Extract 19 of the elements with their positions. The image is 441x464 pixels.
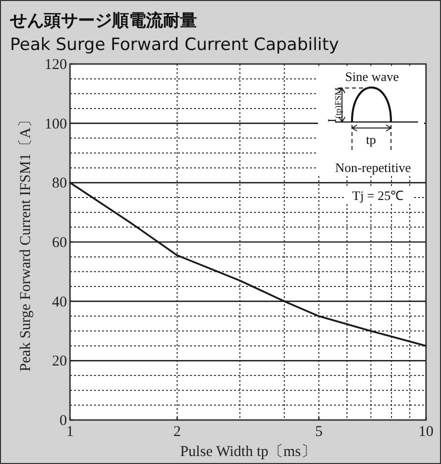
annotation: Sine wave xyxy=(345,69,400,84)
annotation: Non-repetitive xyxy=(335,160,412,175)
y-tick-label: 120 xyxy=(44,57,67,73)
x-tick-label: 1 xyxy=(66,424,74,440)
y-tick-label: 60 xyxy=(52,235,67,251)
y-tick-label: 20 xyxy=(52,354,67,370)
y-tick-label: 0 xyxy=(60,413,67,429)
x-tick-label: 2 xyxy=(173,424,181,440)
y-axis-title: Peak Surge Forward Current IFSM1〔A〕 xyxy=(17,112,34,372)
x-tick-label: 5 xyxy=(315,424,323,440)
y-tick-label: 40 xyxy=(52,294,67,310)
x-tick-label: 10 xyxy=(418,424,434,440)
chart-title: せん頭サージ順電流耐量 xyxy=(9,11,197,31)
x-axis-title: Pulse Width tp〔ms〕 xyxy=(180,443,316,460)
chart-subtitle: Peak Surge Forward Current Capability xyxy=(10,35,339,55)
annotation: tp xyxy=(366,132,376,147)
y-tick-label: 80 xyxy=(52,176,67,192)
y-tick-label: 100 xyxy=(44,116,67,132)
annotation: Tj = 25℃ xyxy=(352,188,404,203)
